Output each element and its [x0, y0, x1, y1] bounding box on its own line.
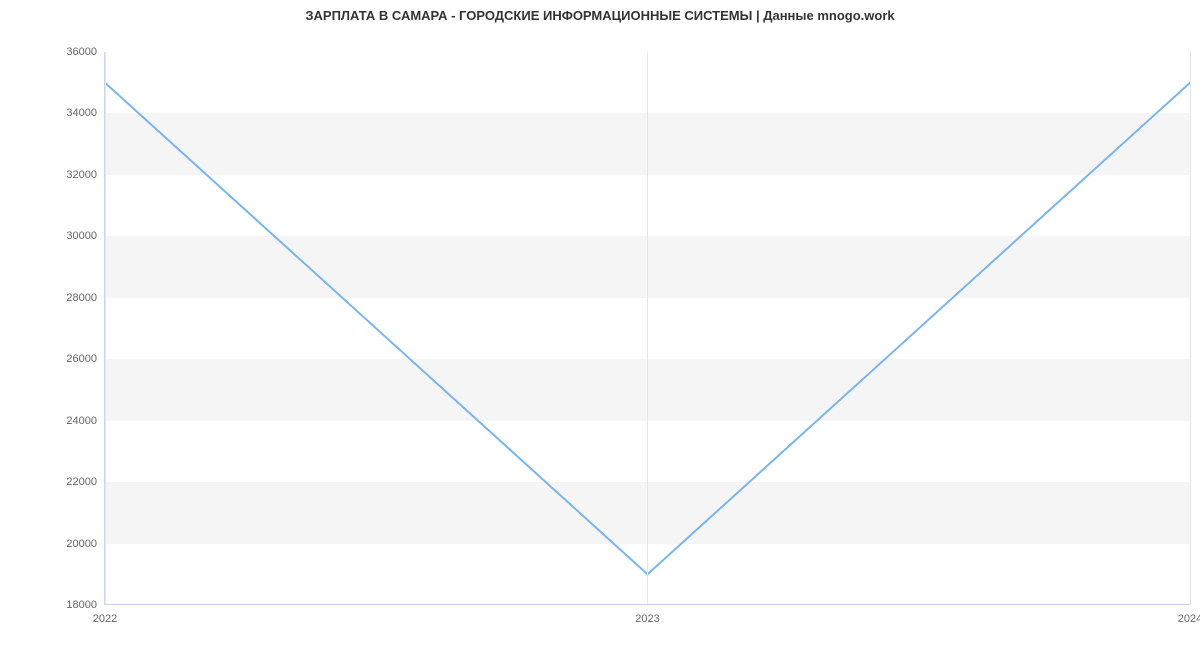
- chart-title: ЗАРПЛАТА В САМАРА - ГОРОДСКИЕ ИНФОРМАЦИО…: [0, 8, 1200, 23]
- y-tick-label: 36000: [66, 46, 105, 58]
- y-tick-label: 30000: [66, 230, 105, 242]
- y-tick-label: 34000: [66, 107, 105, 119]
- y-tick-label: 28000: [66, 292, 105, 304]
- y-tick-label: 22000: [66, 476, 105, 488]
- x-tick-label: 2024: [1178, 605, 1200, 625]
- plot-area: 1800020000220002400026000280003000032000…: [105, 52, 1190, 605]
- y-axis-line: [104, 52, 105, 605]
- x-gridline: [1190, 52, 1191, 605]
- salary-line-chart: ЗАРПЛАТА В САМАРА - ГОРОДСКИЕ ИНФОРМАЦИО…: [0, 0, 1200, 650]
- x-gridline: [647, 52, 648, 605]
- x-tick-label: 2022: [93, 605, 117, 625]
- y-tick-label: 26000: [66, 353, 105, 365]
- x-tick-label: 2023: [635, 605, 659, 625]
- y-tick-label: 24000: [66, 415, 105, 427]
- y-tick-label: 20000: [66, 538, 105, 550]
- y-tick-label: 32000: [66, 169, 105, 181]
